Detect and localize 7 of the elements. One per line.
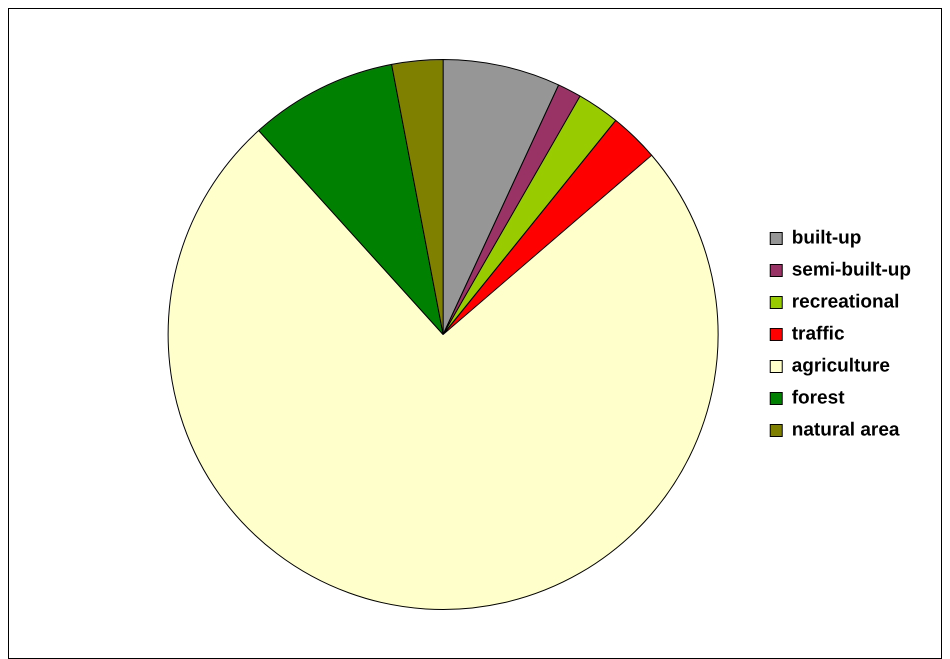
legend-label: traffic (792, 324, 845, 345)
legend-label: agriculture (792, 356, 890, 377)
legend-label: natural area (792, 420, 900, 441)
legend-label: forest (792, 388, 846, 409)
legend-label: built-up (792, 228, 862, 249)
legend-label: semi-built-up (792, 260, 912, 281)
legend-label: recreational (792, 292, 900, 313)
